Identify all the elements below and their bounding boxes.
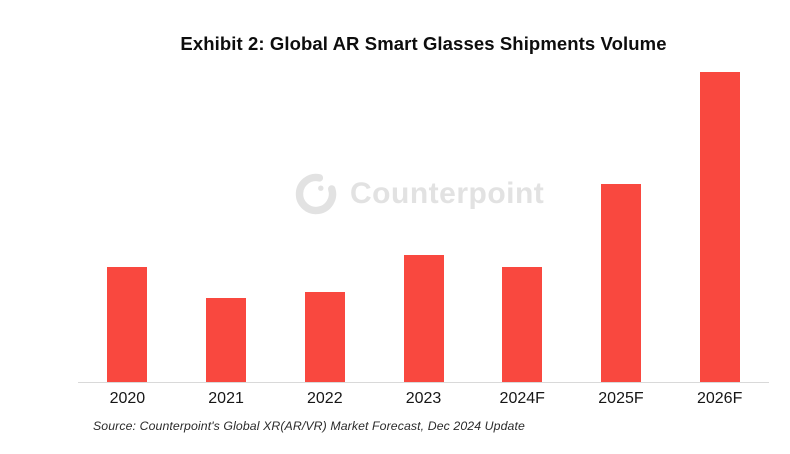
bar-column-2021 (177, 298, 276, 382)
x-tick-label-2023: 2023 (405, 390, 442, 407)
x-tick-label-2026f: 2026F (696, 390, 743, 407)
x-tick-label-2021: 2021 (208, 390, 244, 407)
bar-2021 (206, 298, 247, 382)
plot-area (78, 60, 769, 383)
x-tick-label-2025f: 2025F (598, 390, 644, 407)
bar-2022 (304, 292, 345, 382)
source-note: Source: Counterpoint's Global XR(AR/VR) … (93, 419, 525, 433)
watermark-brand-text: Counterpoint (350, 177, 545, 210)
bar-column-2024f (473, 267, 572, 382)
bar-column-2022 (275, 292, 374, 382)
x-tick-label-2024f: 2024F (499, 390, 545, 407)
bar-column-2025f (572, 183, 671, 382)
counterpoint-watermark: Counterpoint (293, 171, 544, 217)
x-axis-tick-labels: 2020 2021 2022 2023 2024F 2025F 2026F (78, 389, 769, 409)
bar-2020 (107, 267, 148, 382)
x-tick-label-2022: 2022 (307, 390, 343, 407)
counterpoint-logo-icon (295, 173, 337, 215)
chart-title: Exhibit 2: Global AR Smart Glasses Shipm… (180, 33, 667, 54)
x-tick-label-2020: 2020 (109, 390, 146, 407)
bar-column-2020 (78, 267, 177, 382)
bar-2024f (502, 267, 543, 382)
logo-dot (318, 185, 324, 191)
logo-ring (295, 173, 337, 215)
bar-column-2026f (670, 72, 769, 382)
bar-2023 (403, 255, 444, 382)
bar-2026f (699, 72, 740, 382)
bar-2025f (600, 183, 641, 382)
bar-column-2023 (374, 255, 473, 382)
